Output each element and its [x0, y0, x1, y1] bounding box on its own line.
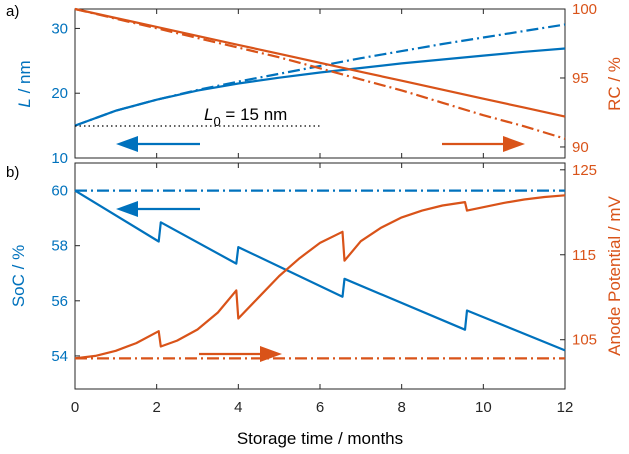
- panel-a-label: a): [6, 3, 19, 20]
- x-tick-label: 12: [557, 399, 574, 416]
- panel-b-frame: [74, 162, 566, 390]
- x-axis-label: Storage time / months: [237, 429, 403, 448]
- panel-a-frame: [74, 8, 566, 159]
- left-tick-label: 30: [51, 20, 68, 37]
- left-tick-label: 58: [51, 238, 68, 255]
- right-tick-label: 115: [572, 247, 596, 264]
- panel-a-left-axis-label: L / nm: [15, 60, 34, 107]
- panel-b-left-axis-label: SoC / %: [9, 245, 28, 307]
- panel-b-right-ticks: 105 115 125: [560, 162, 597, 349]
- left-tick-label: 20: [51, 85, 68, 102]
- series-line-orange-solid: [74, 194, 566, 360]
- annotation-l0-main: L: [204, 105, 213, 124]
- series-line-blue-solid: [74, 47, 566, 127]
- left-tick-label: 10: [51, 150, 68, 167]
- panel-a-left-axis-label-italic: L: [15, 98, 34, 107]
- left-tick-label: 56: [51, 293, 68, 310]
- panel-a-left-ticks: 10 20 30: [51, 9, 566, 167]
- panel-a-series: [74, 7, 566, 140]
- x-tick-label: 4: [234, 399, 242, 416]
- series-line-orange-dashdot: [74, 7, 566, 140]
- series-line-blue-solid: [74, 189, 566, 352]
- arrow-right-orange-a: [442, 136, 525, 152]
- panel-b-series: [74, 189, 566, 360]
- right-tick-label: 95: [572, 70, 589, 87]
- x-tick-label: 2: [152, 399, 160, 416]
- right-tick-label: 125: [572, 162, 597, 179]
- right-tick-label: 90: [572, 139, 589, 156]
- left-tick-label: 60: [51, 183, 68, 200]
- arrow-right-orange-b: [199, 346, 282, 362]
- panel-b-right-axis-label: Anode Potential / mV: [605, 195, 624, 355]
- panel-a-left-axis-label-rest: / nm: [15, 60, 34, 98]
- arrow-left-blue-b: [116, 201, 200, 217]
- x-tick-label: 8: [397, 399, 405, 416]
- annotation-l0-rest: = 15 nm: [221, 105, 288, 124]
- panel-a-right-axis-label: RC / %: [605, 57, 624, 111]
- annotation-l0-sub: 0: [213, 114, 220, 129]
- x-tick-label: 10: [475, 399, 492, 416]
- panel-b-left-ticks: 54 56 58 60: [51, 163, 566, 389]
- panel-b-label: b): [6, 164, 19, 181]
- x-tick-label: 0: [71, 399, 79, 416]
- annotation-l0: L0 = 15 nm: [204, 105, 287, 129]
- series-line-orange-solid: [74, 7, 566, 118]
- x-axis-ticks: 0 2 4 6 8 10 12: [71, 399, 574, 416]
- series-line-blue-dashdot: [74, 23, 566, 127]
- panel-a-right-ticks: 90 95 100: [560, 1, 597, 156]
- arrow-left-blue-a: [116, 136, 200, 152]
- right-tick-label: 100: [572, 1, 597, 18]
- left-tick-label: 54: [51, 348, 68, 365]
- x-tick-label: 6: [316, 399, 324, 416]
- right-tick-label: 105: [572, 332, 597, 349]
